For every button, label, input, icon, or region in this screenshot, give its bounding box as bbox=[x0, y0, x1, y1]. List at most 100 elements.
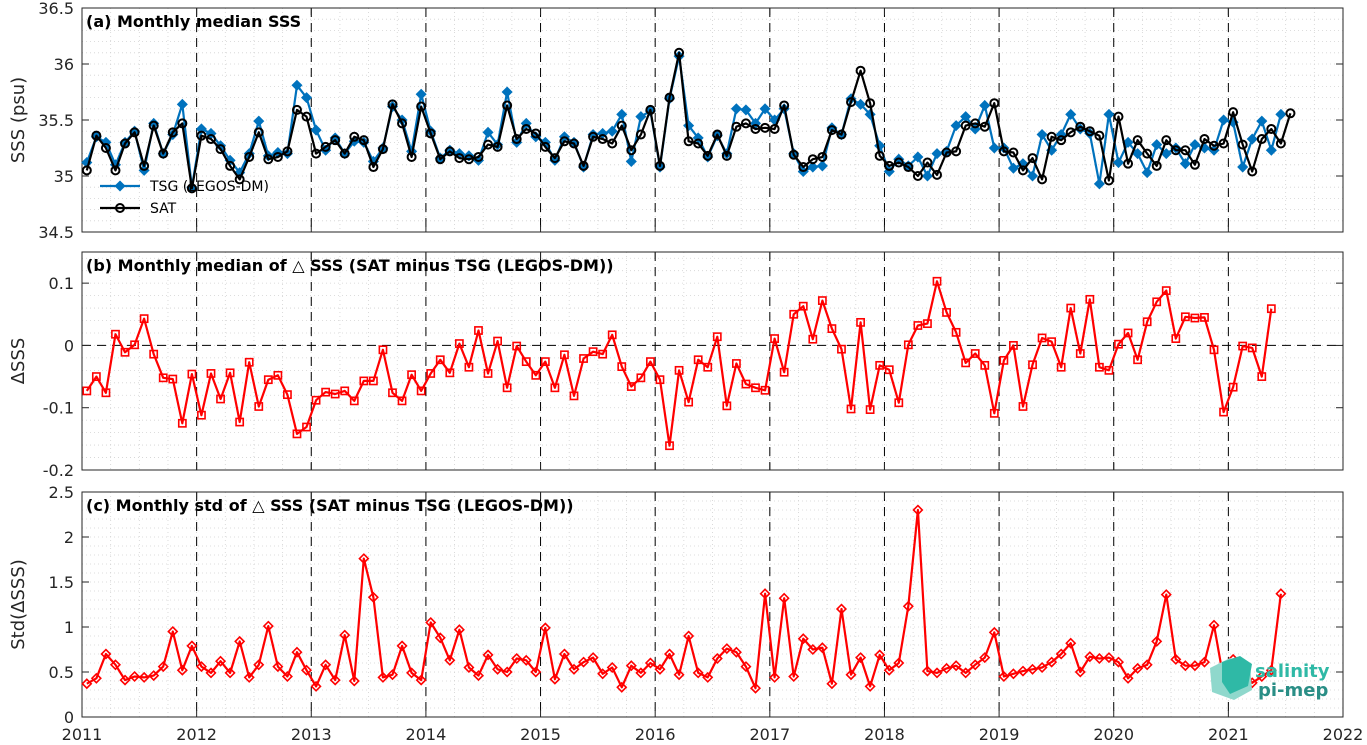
data-point bbox=[521, 123, 532, 134]
data-point bbox=[1103, 108, 1115, 120]
data-point bbox=[1123, 328, 1133, 338]
data-point bbox=[894, 398, 904, 408]
data-point bbox=[921, 665, 933, 677]
data-point bbox=[1133, 355, 1143, 365]
data-point bbox=[807, 643, 819, 656]
data-point bbox=[100, 648, 112, 660]
data-point bbox=[482, 126, 494, 138]
data-point bbox=[969, 659, 981, 671]
data-point bbox=[435, 355, 445, 365]
data-point bbox=[751, 383, 760, 393]
data-point bbox=[501, 86, 513, 98]
data-point bbox=[559, 136, 570, 147]
data-point bbox=[101, 388, 111, 398]
data-point bbox=[702, 150, 713, 161]
data-point bbox=[721, 150, 732, 161]
data-point bbox=[1017, 665, 1029, 677]
data-point bbox=[998, 146, 1009, 157]
data-point bbox=[1085, 294, 1095, 304]
data-point bbox=[1093, 178, 1105, 190]
data-point bbox=[988, 142, 1000, 154]
data-point bbox=[282, 146, 293, 157]
data-point bbox=[234, 174, 245, 185]
data-point bbox=[1256, 670, 1268, 683]
data-point bbox=[1017, 165, 1028, 176]
data-point bbox=[1151, 160, 1162, 171]
data-point bbox=[941, 147, 952, 158]
data-point bbox=[263, 154, 274, 165]
data-point bbox=[588, 131, 599, 142]
data-point bbox=[1112, 656, 1125, 668]
data-point bbox=[273, 370, 283, 380]
data-point bbox=[625, 155, 637, 167]
y-tick-label: 0 bbox=[64, 336, 74, 355]
data-point bbox=[1228, 107, 1239, 118]
data-point bbox=[186, 183, 197, 194]
y-tick-label: 2 bbox=[64, 528, 74, 547]
data-point bbox=[722, 401, 732, 411]
data-point bbox=[654, 663, 666, 675]
data-point bbox=[1219, 407, 1228, 417]
series-1 bbox=[81, 504, 1287, 694]
data-point bbox=[396, 640, 408, 652]
data-point bbox=[778, 592, 790, 604]
data-point bbox=[492, 663, 504, 675]
data-point bbox=[961, 358, 971, 368]
data-point bbox=[817, 151, 828, 162]
data-point bbox=[540, 141, 551, 152]
data-point bbox=[157, 661, 169, 673]
data-point bbox=[846, 97, 857, 108]
data-point bbox=[597, 134, 608, 145]
data-point bbox=[321, 387, 331, 397]
y-tick-label: 1 bbox=[64, 618, 74, 637]
data-point bbox=[893, 657, 905, 669]
data-point bbox=[520, 654, 532, 666]
data-point bbox=[855, 65, 866, 76]
data-point bbox=[511, 652, 523, 665]
data-point bbox=[100, 143, 111, 153]
data-point bbox=[816, 642, 828, 654]
data-point bbox=[770, 334, 780, 343]
data-point bbox=[1209, 345, 1219, 355]
data-point bbox=[291, 646, 303, 658]
axes-frame bbox=[81, 251, 1344, 471]
data-point bbox=[329, 674, 341, 686]
data-point bbox=[1189, 159, 1200, 170]
data-point bbox=[1104, 365, 1114, 375]
data-point bbox=[912, 151, 924, 163]
data-point bbox=[636, 373, 646, 383]
data-point bbox=[310, 124, 322, 136]
data-point bbox=[1122, 136, 1134, 148]
data-point bbox=[980, 360, 990, 370]
data-point bbox=[435, 154, 446, 165]
data-point bbox=[999, 355, 1009, 365]
data-point bbox=[1132, 148, 1144, 160]
y-tick-label: 34.5 bbox=[38, 223, 74, 242]
data-point bbox=[291, 79, 303, 91]
data-point bbox=[693, 355, 703, 365]
y-tick-label: 35.5 bbox=[38, 111, 74, 130]
data-point bbox=[1037, 333, 1047, 343]
data-point bbox=[989, 98, 1000, 109]
data-point bbox=[206, 369, 216, 378]
data-point bbox=[1209, 140, 1220, 151]
data-point bbox=[244, 151, 255, 162]
data-point bbox=[1056, 135, 1067, 146]
data-point bbox=[1094, 362, 1104, 372]
x-tick-label: 2017 bbox=[749, 725, 790, 744]
data-point bbox=[1046, 656, 1058, 668]
data-point bbox=[1103, 175, 1114, 186]
data-point bbox=[1036, 661, 1048, 674]
data-point bbox=[139, 314, 149, 324]
data-point bbox=[444, 146, 455, 157]
data-point bbox=[426, 369, 436, 378]
data-point bbox=[816, 160, 828, 172]
x-tick-label: 2021 bbox=[1208, 725, 1249, 744]
data-point bbox=[883, 664, 895, 676]
data-point bbox=[549, 153, 560, 164]
data-point bbox=[988, 626, 1000, 638]
data-point bbox=[302, 422, 311, 432]
data-point bbox=[148, 670, 160, 682]
data-point bbox=[148, 120, 159, 131]
